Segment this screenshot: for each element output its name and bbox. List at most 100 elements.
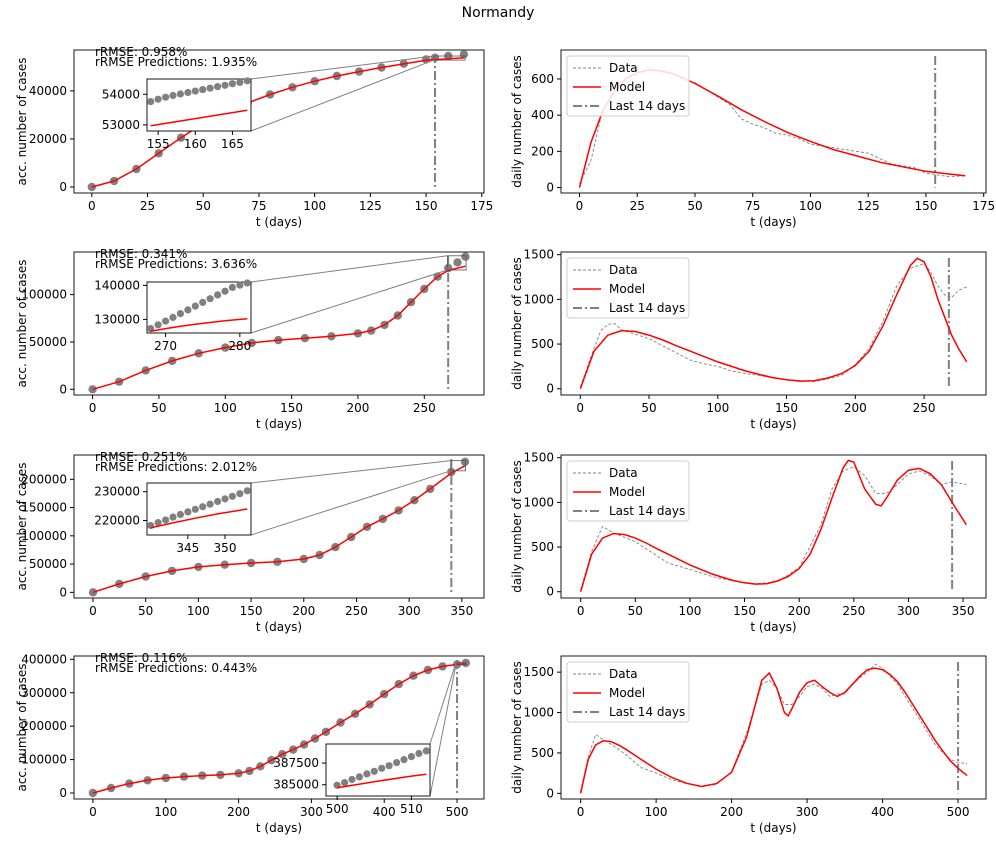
acc-1-inset-data-point — [176, 90, 184, 98]
acc-1-inset-xtick-label: 165 — [221, 137, 244, 151]
acc-3-inset-ytick-label: 220000 — [94, 514, 140, 528]
acc-4-inset-bg — [326, 744, 430, 796]
acc-4-ytick-label: 0 — [59, 786, 67, 800]
acc-2-inset-data-point — [236, 281, 244, 289]
acc-2-xtick-label: 100 — [214, 401, 237, 415]
acc-2-inset-data-point — [221, 287, 229, 295]
daily-1-xtick-label: 75 — [745, 199, 760, 213]
acc-2-annotation: rRMSE: 0.341% — [95, 247, 187, 261]
acc-4-inset-data-point — [363, 770, 371, 778]
acc-2-annotation: rRMSE Predictions: 3.636% — [95, 257, 257, 271]
acc-2-inset-data-point — [176, 310, 184, 318]
daily-2-legend-label: Data — [609, 263, 638, 277]
acc-4-inset-data-point — [407, 753, 415, 761]
acc-2-inset-xtick-label: 280 — [228, 339, 251, 353]
acc-3-xtick-label: 350 — [450, 604, 473, 618]
daily-1-ylabel: daily number of cases — [510, 55, 524, 187]
daily-4-ytick-label: 1500 — [523, 665, 554, 679]
acc-4-inset-xtick-label: 510 — [400, 802, 423, 816]
daily-2-frame — [560, 251, 987, 396]
daily-3-legend-label: Data — [609, 466, 638, 480]
acc-1-inset-data-point — [184, 88, 192, 97]
acc-1-xtick-label: 50 — [196, 199, 211, 213]
acc-4-inset-xtick-label: 500 — [326, 802, 349, 816]
acc-3-inset-data-point — [162, 516, 170, 524]
acc-1-inset-frame — [146, 78, 252, 132]
daily-1-ytick-label: 400 — [531, 108, 554, 122]
daily-2-xtick-label: 200 — [844, 401, 867, 415]
acc-1-zoom-box — [433, 55, 466, 61]
acc-1-xtick-label: 25 — [140, 199, 155, 213]
daily-3-xtick-label: 100 — [678, 604, 701, 618]
acc-2-ylabel: acc. number of cases — [15, 259, 29, 387]
acc-3-ylabel: acc. number of cases — [15, 462, 29, 590]
daily-2-model-line — [579, 257, 968, 389]
acc-3-inset-model-line — [150, 508, 248, 529]
daily-3-frame — [560, 454, 987, 599]
acc-1-inset-xtick-label: 155 — [147, 137, 170, 151]
daily-4-frame — [560, 655, 987, 800]
acc-1-connector — [250, 55, 434, 80]
acc-2-ytick-label: 0 — [59, 382, 67, 396]
acc-4-xtick-label: 200 — [227, 805, 250, 819]
acc-2-connector — [250, 255, 448, 283]
daily-1-xlabel: t (days) — [750, 215, 796, 229]
daily-2-xtick-label: 100 — [706, 401, 729, 415]
daily-1-xtick-label: 0 — [576, 199, 584, 213]
daily-1-ytick-label: 600 — [531, 72, 554, 86]
daily-4-xtick-label: 0 — [577, 805, 585, 819]
daily-4-legend: Data Model Last 14 days — [566, 661, 690, 723]
acc-1-ylabel: acc. number of cases — [15, 57, 29, 185]
acc-4-inset-data-point — [393, 759, 401, 767]
acc-2-xtick-label: 200 — [346, 401, 369, 415]
acc-1-inset-data-point — [221, 81, 229, 89]
acc-3-inset-data-point — [199, 503, 207, 511]
acc-4-inset-data-point — [378, 764, 386, 772]
acc-3-inset-data-point — [169, 513, 177, 521]
daily-1-xtick-label: 125 — [857, 199, 880, 213]
daily-4-data-line — [580, 663, 968, 792]
acc-1-inset-data-point — [236, 78, 244, 86]
acc-4-inset-data-point — [422, 747, 430, 755]
daily-4-xtick-label: 500 — [947, 805, 970, 819]
acc-3-ytick-label: 50000 — [29, 557, 67, 571]
acc-3-connector — [250, 460, 451, 484]
daily-1-ytick-label: 0 — [546, 181, 554, 195]
acc-2-axes: 0 50 100 150 200 250 0 50000 100000 t (days) acc. … — [15, 247, 485, 431]
acc-2-ytick-label: 100000 — [21, 288, 67, 302]
acc-3-axes: 0 50 100 150 200 250 300 350 0 50000 100000 150000 2… — [15, 450, 485, 634]
daily-3-legend-label: Model — [609, 485, 645, 499]
acc-4-xtick-label: 400 — [373, 805, 396, 819]
acc-4-xtick-label: 300 — [300, 805, 323, 819]
acc-4-inset-model-line — [336, 773, 427, 789]
daily-3-xtick-label: 200 — [788, 604, 811, 618]
daily-3-legend: Data Model Last 14 days — [566, 460, 690, 522]
acc-3-inset-xtick-label: 345 — [176, 541, 199, 555]
daily-4-ytick-label: 1000 — [523, 706, 554, 720]
daily-3-data-line — [580, 466, 967, 591]
acc-3-connector — [250, 470, 451, 536]
acc-3-xtick-label: 50 — [138, 604, 153, 618]
acc-3-xtick-label: 200 — [292, 604, 315, 618]
acc-1-inset-data-point — [243, 77, 251, 85]
daily-4-legend-label: Data — [609, 667, 638, 681]
daily-3-xtick-label: 300 — [897, 604, 920, 618]
daily-3-xtick-label: 0 — [577, 604, 585, 618]
daily-3-xlabel: t (days) — [750, 620, 796, 634]
acc-2-xlabel: t (days) — [256, 417, 302, 431]
daily-4-legend-label: Last 14 days — [609, 705, 685, 719]
acc-3-frame — [73, 454, 485, 599]
acc-1-inset-data-point — [228, 80, 236, 88]
acc-4-inset-data-point — [415, 749, 423, 758]
daily-1-legend: Data Model Last 14 days — [566, 55, 690, 117]
acc-3-ytick-label: 0 — [59, 585, 67, 599]
acc-2-inset-xtick-label: 270 — [154, 339, 177, 353]
daily-1-xtick-label: 150 — [914, 199, 937, 213]
daily-1-ytick-label: 200 — [531, 144, 554, 158]
acc-4-ytick-label: 400000 — [21, 652, 67, 666]
acc-2-connector — [250, 269, 448, 334]
acc-3-inset-data-point — [154, 519, 162, 527]
daily-1-legend-label: Model — [609, 80, 645, 94]
daily-2-ylabel: daily number of cases — [510, 257, 524, 389]
daily-3-model-line — [579, 459, 967, 592]
